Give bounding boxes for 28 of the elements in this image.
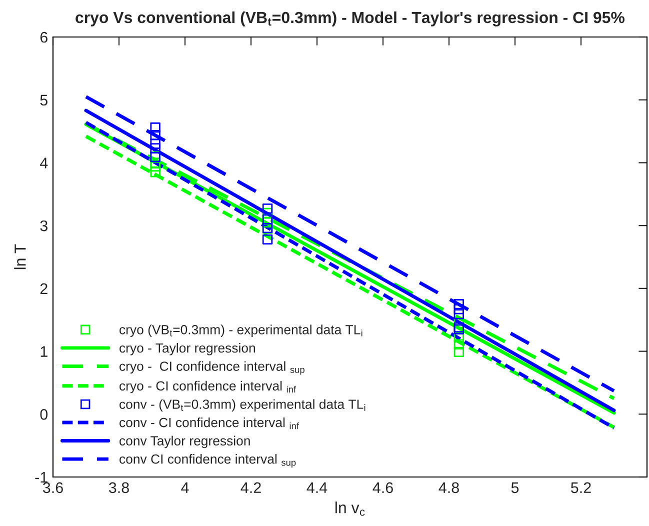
legend-label: conv Taylor regression: [120, 436, 250, 448]
legend-label: cryo - Taylor regression: [120, 342, 255, 356]
y-tick-label: 6: [40, 32, 48, 43]
x-tick-label: 4.6: [372, 482, 393, 494]
x-tick-label: 3.6: [42, 482, 63, 494]
x-tick-label: 4: [181, 482, 189, 493]
y-tick-label: 1: [40, 346, 48, 357]
x-axis-title: ln v$_{c}$: [336, 502, 365, 516]
legend-label: cryo (VB$_{t}$=0.3mm) - experimental data TL$_{i}$: [120, 324, 362, 337]
x-tick-label: 4.4: [306, 482, 328, 493]
legend-label: cryo - CI confidence interval $_{sup}$: [120, 361, 304, 375]
legend-label: conv - CI confidence interval $_{inf}$: [120, 417, 300, 430]
x-tick-label: 4.2: [240, 482, 261, 493]
legend-label: conv CI confidence interval $_{sup}$: [120, 454, 296, 468]
y-tick-label: 2: [40, 283, 48, 294]
chart-title: cryo Vs conventional (VB$_{t}$=0.3mm) - Model - Taylor's regression - CI 95%: [76, 11, 625, 26]
y-tick-label: 4: [40, 158, 48, 168]
legend-label: cryo - CI confidence interval $_{inf}$: [120, 380, 296, 394]
x-tick-label: 5: [511, 482, 519, 494]
y-tick-label: 3: [40, 220, 48, 232]
x-tick-label: 4.8: [438, 482, 459, 494]
x-tick-label: 3.8: [108, 482, 129, 494]
y-tick-label: 0: [40, 409, 48, 420]
y-axis-title: ln T: [14, 244, 26, 270]
x-tick-label: 5.2: [570, 482, 591, 494]
y-tick-label: 5: [40, 94, 48, 106]
legend-label: conv - (VB$_{t}$=0.3mm) experimental data TL$_{i}$: [120, 399, 366, 412]
y-tick-label: -1: [35, 472, 48, 483]
